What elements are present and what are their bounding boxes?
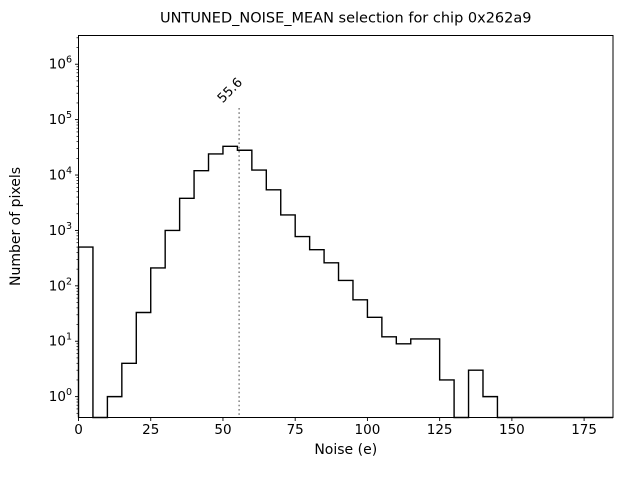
svg-text:150: 150: [499, 422, 525, 438]
plot-area: 0 25 50 75 100 125 150 175 100 101 102 103 104 105 106: [49, 35, 614, 438]
y-axis-label: Number of pixels: [8, 167, 24, 286]
svg-text:104: 104: [49, 166, 72, 184]
svg-text:50: 50: [214, 422, 231, 438]
svg-text:102: 102: [49, 276, 72, 294]
axes-frame: [78, 35, 614, 418]
svg-text:175: 175: [571, 422, 597, 438]
x-axis-label: Noise (e): [314, 442, 377, 458]
chart-title: UNTUNED_NOISE_MEAN selection for chip 0x…: [160, 11, 531, 27]
svg-text:0: 0: [74, 422, 83, 438]
svg-text:103: 103: [49, 221, 72, 239]
mean-annotation: 55.6: [215, 75, 246, 106]
svg-text:100: 100: [355, 422, 381, 438]
svg-text:25: 25: [142, 422, 159, 438]
svg-text:100: 100: [49, 387, 72, 405]
x-axis-ticks: 0 25 50 75 100 125 150 175: [74, 417, 597, 438]
svg-text:106: 106: [49, 55, 72, 73]
svg-text:105: 105: [49, 110, 72, 128]
histogram-step-outline: [77, 145, 613, 419]
svg-text:101: 101: [49, 332, 72, 350]
svg-text:125: 125: [427, 422, 453, 438]
y-axis-ticks: 100 101 102 103 104 105 106: [49, 55, 79, 405]
svg-text:75: 75: [287, 422, 304, 438]
